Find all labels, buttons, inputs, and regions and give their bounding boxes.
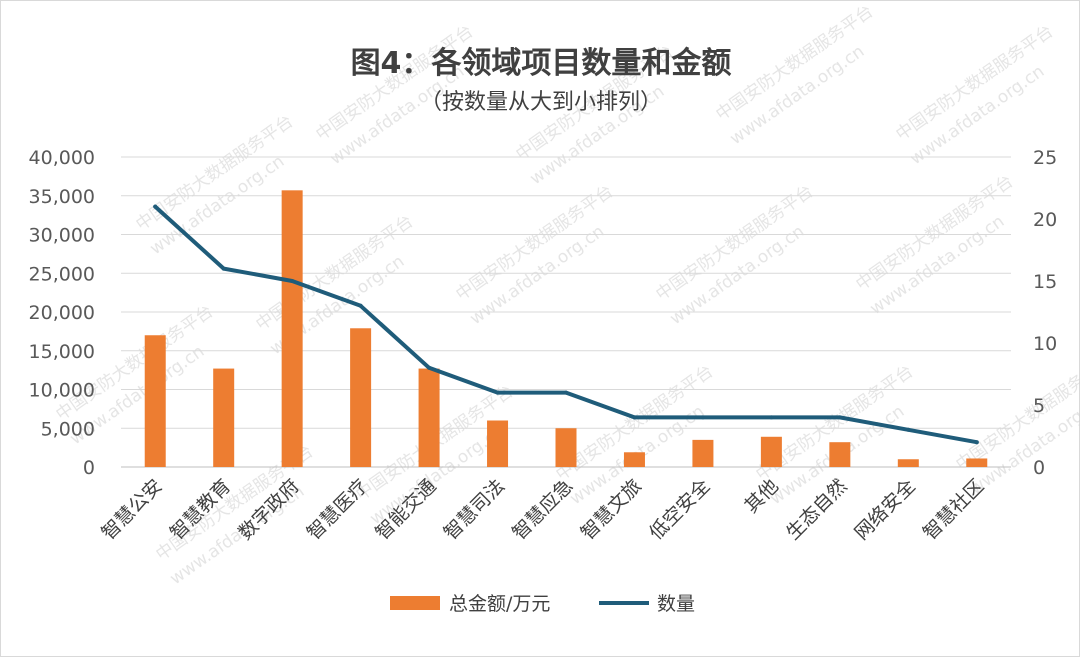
left-tick-label: 20,000	[29, 302, 95, 324]
left-tick-label: 40,000	[29, 147, 95, 169]
left-tick-label: 10,000	[29, 380, 95, 402]
right-tick-label: 15	[1033, 271, 1057, 293]
category-label: 智慧公安	[97, 475, 166, 544]
category-label: 低空安全	[645, 475, 714, 544]
bar	[487, 420, 509, 467]
bar	[213, 368, 235, 467]
right-axis-ticks: 0 5 10 15 20 25	[1033, 147, 1057, 479]
left-tick-label: 15,000	[29, 341, 95, 363]
right-tick-label: 25	[1033, 147, 1057, 169]
chart-title: 图4：各领域项目数量和金额	[351, 46, 732, 81]
bar	[897, 459, 919, 467]
right-tick-label: 10	[1033, 333, 1057, 355]
line-point	[906, 427, 911, 432]
bar	[966, 458, 988, 467]
line-point	[564, 390, 568, 395]
category-label: 智慧社区	[919, 475, 988, 544]
gridlines	[121, 156, 1011, 468]
line-series	[153, 204, 979, 445]
bar	[144, 335, 166, 467]
line-point	[427, 365, 432, 370]
left-tick-label: 5,000	[41, 418, 95, 440]
line-point	[632, 415, 637, 420]
bar	[623, 452, 645, 467]
bar	[418, 368, 440, 467]
line-point	[153, 204, 158, 209]
category-label: 其他	[740, 475, 782, 517]
category-label: 网络安全	[851, 475, 920, 544]
category-label: 智慧医疗	[303, 475, 372, 544]
chart-subtitle: （按数量从大到小排列）	[420, 90, 662, 115]
bar-series	[144, 190, 988, 467]
left-tick-label: 25,000	[29, 263, 95, 285]
legend-bar-label: 总金额/万元	[449, 593, 550, 615]
bar	[281, 190, 303, 467]
left-tick-label: 0	[83, 457, 95, 479]
right-tick-label: 5	[1033, 395, 1045, 417]
bar	[760, 436, 782, 467]
line-point	[358, 303, 363, 308]
line-point	[290, 279, 295, 283]
category-label: 智慧应急	[508, 475, 577, 544]
left-tick-label: 35,000	[29, 186, 95, 208]
right-tick-label: 0	[1033, 457, 1045, 479]
line-point	[974, 440, 979, 445]
legend-line-label: 数量	[657, 593, 695, 615]
line-point	[837, 415, 842, 420]
bar	[692, 439, 714, 467]
line-point	[769, 415, 774, 420]
legend-bar-swatch	[390, 596, 440, 610]
bar	[350, 328, 372, 467]
category-label: 智慧司法	[440, 475, 509, 544]
bar	[555, 428, 577, 467]
left-axis-ticks: 0 5,000 10,000 15,000 20,000 25,000 30,000 35,0…	[29, 147, 95, 479]
left-tick-label: 30,000	[29, 225, 95, 247]
line-point	[495, 390, 500, 395]
bar	[829, 442, 851, 467]
right-tick-label: 20	[1033, 209, 1057, 231]
line-point	[700, 415, 705, 420]
legend: 总金额/万元 数量	[390, 593, 695, 615]
line-point	[221, 266, 226, 271]
